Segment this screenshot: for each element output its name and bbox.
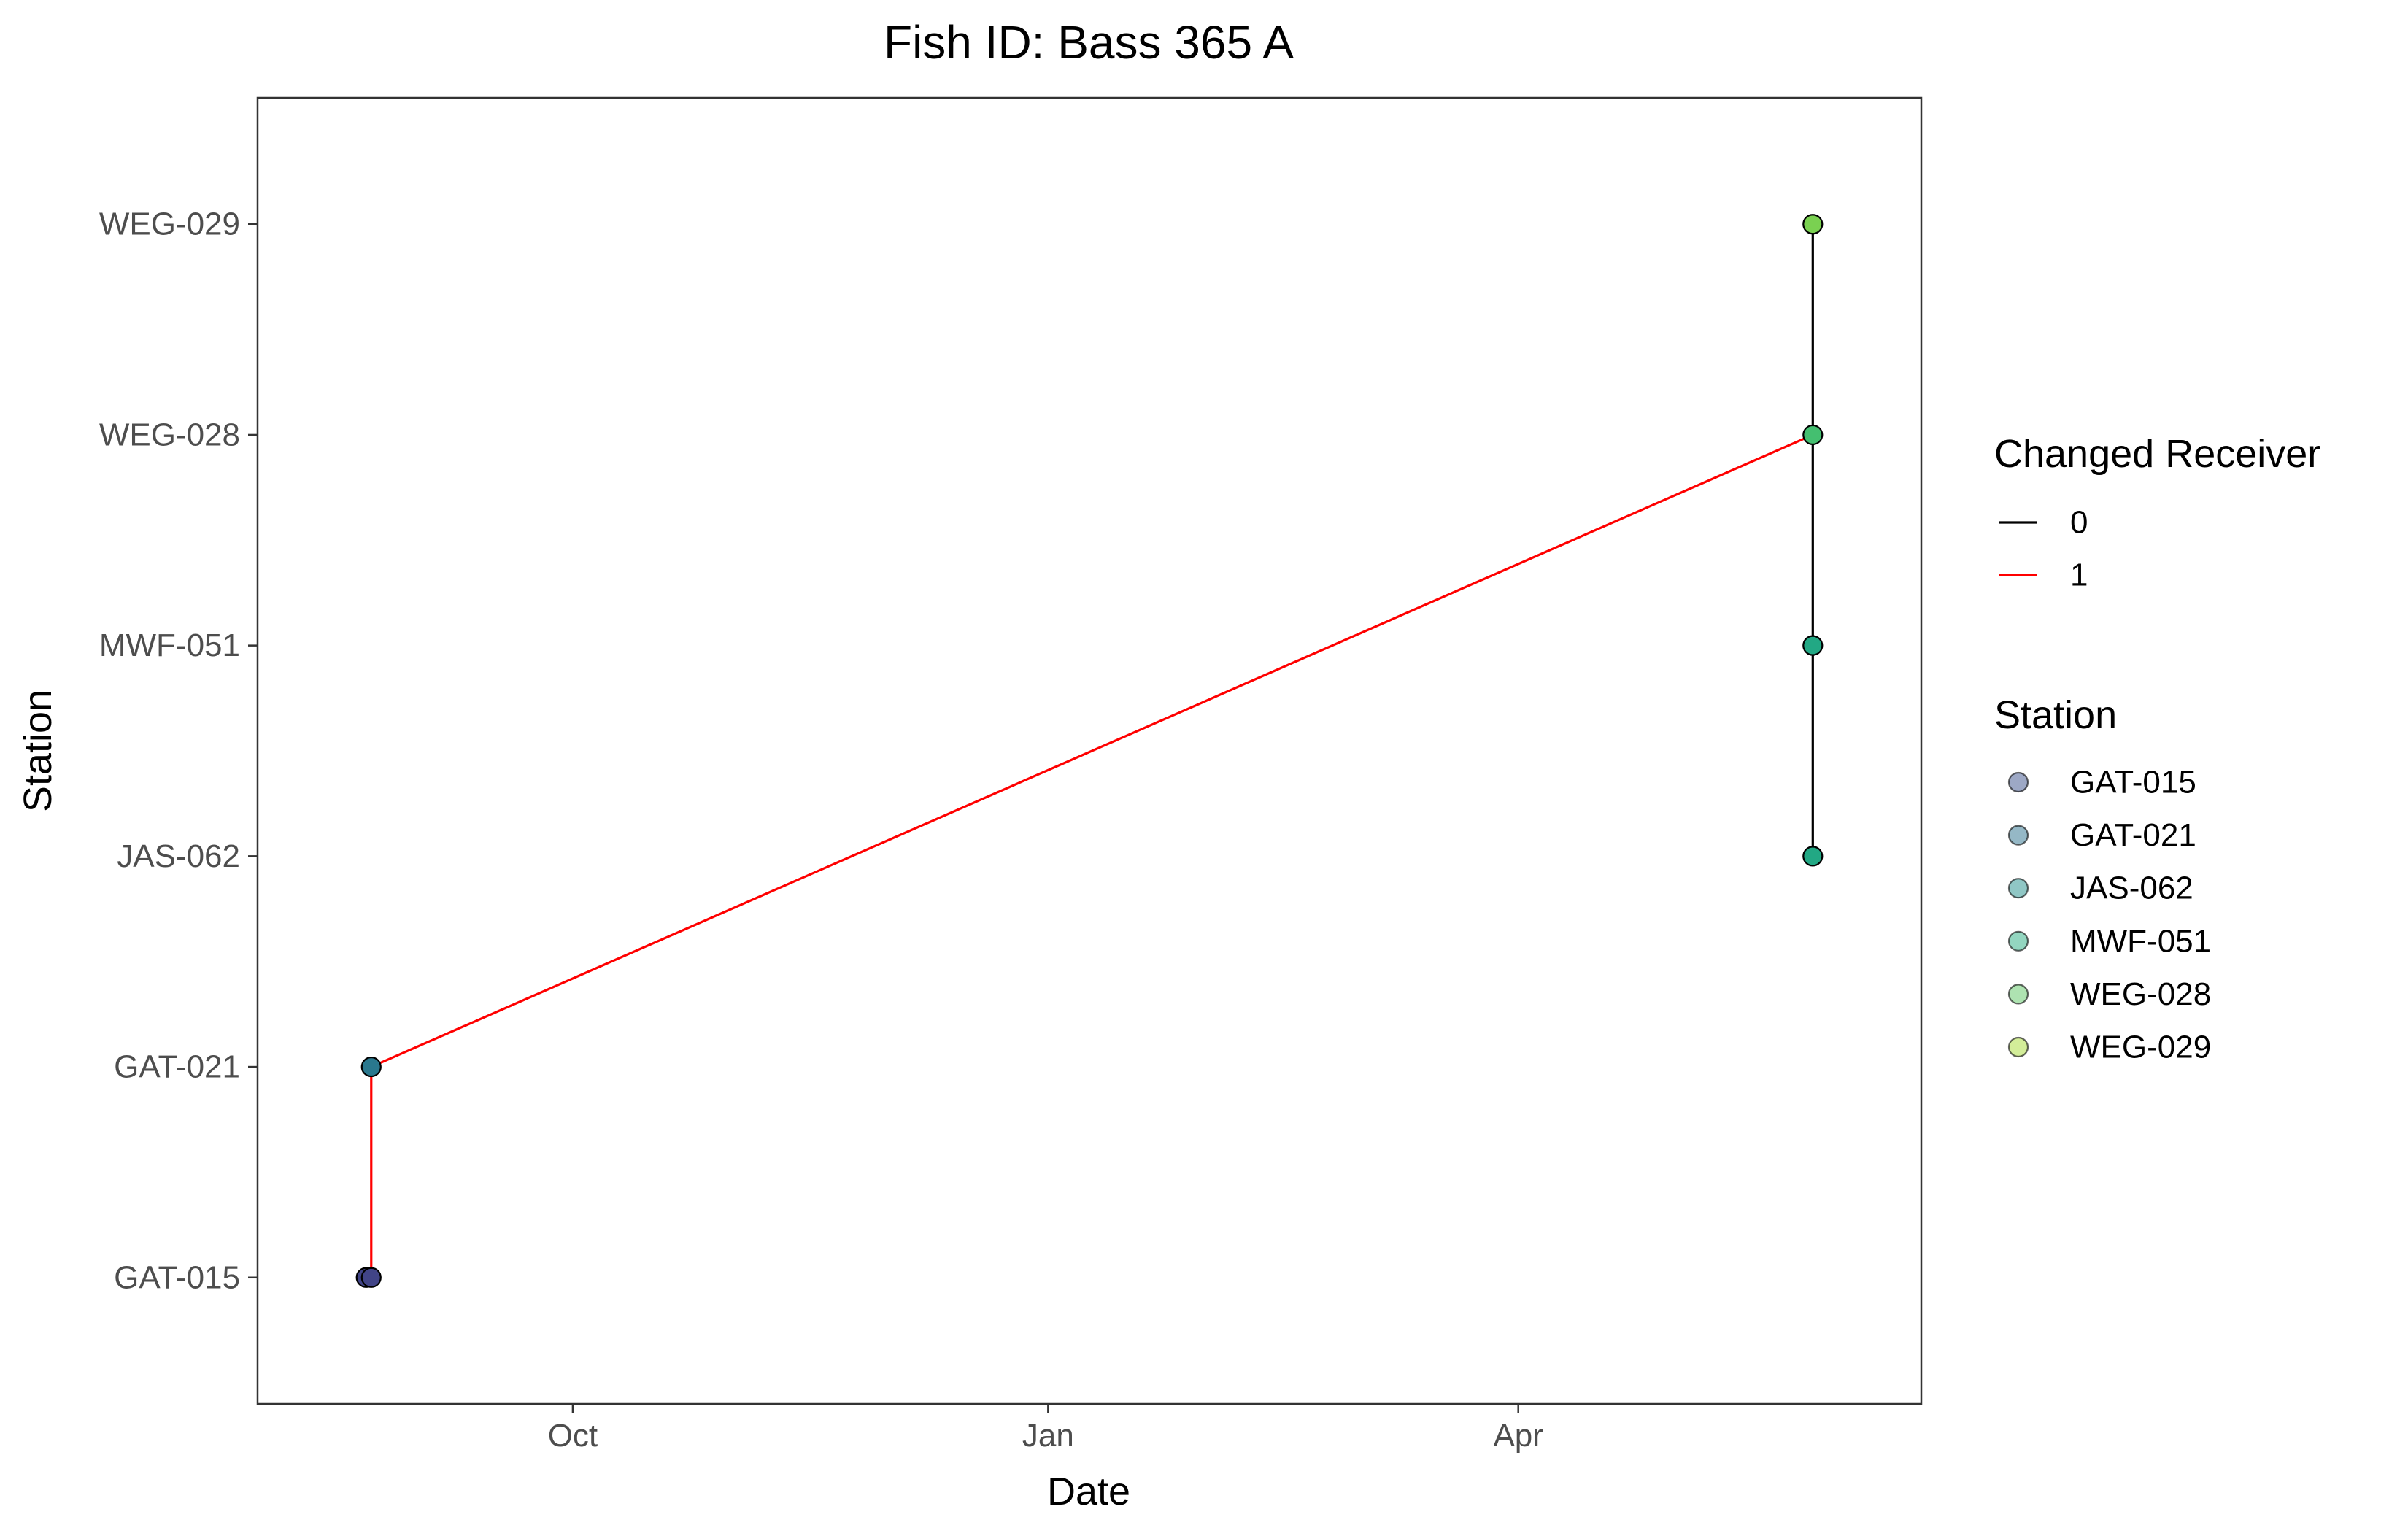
detection-point	[1802, 424, 1824, 446]
y-tick-label: JAS-062	[117, 838, 240, 874]
legend-title: Station	[1994, 693, 2117, 737]
detection-point	[1802, 635, 1824, 656]
detection-point	[360, 1267, 382, 1288]
legend-point-key	[2007, 984, 2029, 1005]
transition-line	[371, 433, 1813, 1068]
y-axis: GAT-015 GAT-021 JAS-062 MWF-051 WEG-028 WEG-0…	[99, 207, 258, 1295]
x-tick-label: Jan	[1022, 1418, 1074, 1454]
legend-title: Changed Receiver	[1994, 432, 2320, 476]
y-axis-label: Station	[16, 690, 60, 812]
legend: Changed Receiver 0 1 Station GAT-015 GAT-021 J…	[1994, 432, 2320, 1065]
legend-point-key	[2007, 771, 2029, 793]
legend-label: 1	[2070, 557, 2088, 593]
legend-point-key	[2007, 1036, 2029, 1058]
legend-label: MWF-051	[2070, 923, 2211, 959]
detection-point	[1802, 214, 1824, 235]
x-tick-label: Oct	[548, 1418, 598, 1454]
y-tick-label: GAT-021	[114, 1049, 240, 1085]
legend-point-key	[2007, 825, 2029, 846]
x-axis: Oct Jan Apr	[548, 1404, 1543, 1454]
legend-label: GAT-015	[2070, 765, 2196, 800]
y-tick-label: WEG-029	[99, 207, 240, 242]
detection-point	[1802, 846, 1824, 867]
legend-label: 0	[2070, 505, 2088, 541]
detection-point	[360, 1056, 382, 1078]
legend-label: JAS-062	[2070, 871, 2193, 906]
x-axis-label: Date	[1047, 1470, 1130, 1513]
legend-point-key	[2007, 878, 2029, 899]
chart-title: Fish ID: Bass 365 A	[884, 16, 1294, 69]
y-tick-label: MWF-051	[99, 628, 240, 663]
legend-point-key	[2007, 930, 2029, 952]
y-tick-label: GAT-015	[114, 1259, 240, 1295]
legend-label: GAT-021	[2070, 817, 2196, 853]
legend-label: WEG-029	[2070, 1030, 2211, 1065]
x-tick-label: Apr	[1493, 1418, 1543, 1454]
y-tick-label: WEG-028	[99, 417, 240, 452]
points-layer	[355, 214, 1824, 1288]
legend-label: WEG-028	[2070, 976, 2211, 1012]
segments-layer	[370, 224, 1814, 1278]
